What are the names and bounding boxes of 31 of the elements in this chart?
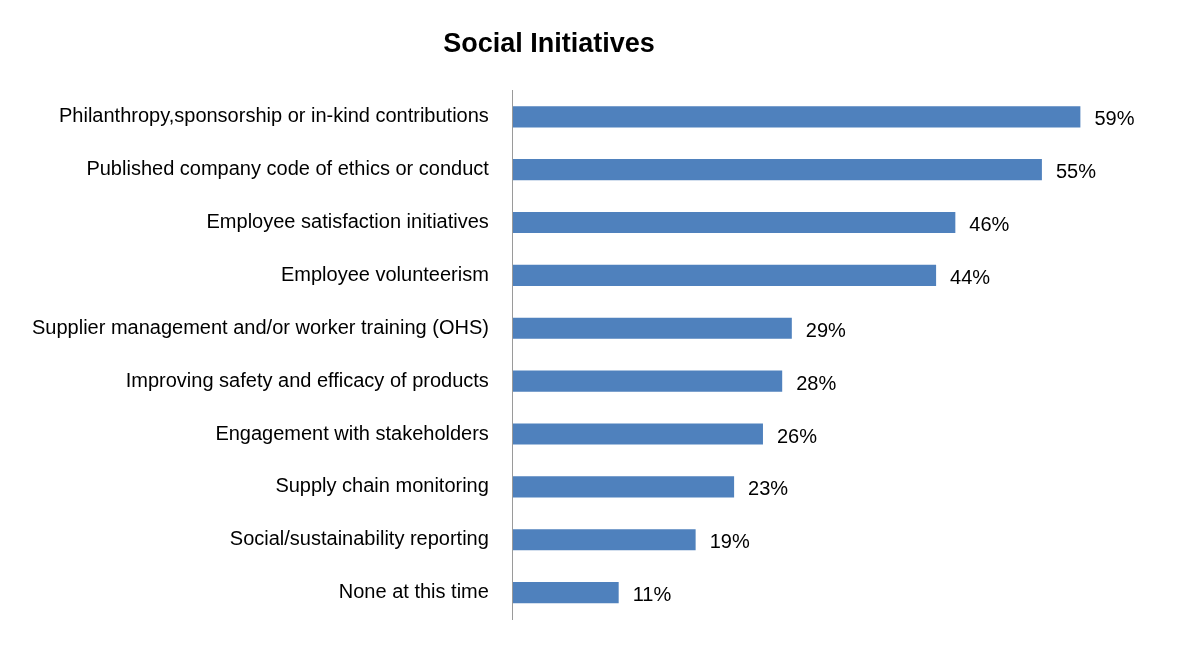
data-label: 28% [796, 371, 837, 394]
data-label: 23% [748, 477, 789, 500]
data-label: 59% [1094, 107, 1135, 130]
y-tick-label: Social/sustainability reporting [229, 527, 489, 550]
y-tick-label: Philanthropy,sponsorship or in-kind contributions [59, 104, 489, 127]
y-tick-label: Supplier management and/or worker training (OHS) [32, 315, 489, 338]
data-label: 11% [632, 583, 672, 606]
bar [512, 582, 619, 604]
data-label: 29% [805, 318, 847, 341]
bar [512, 370, 783, 392]
y-tick-label: Published company code of ethics or conduct [86, 157, 490, 180]
data-label: 44% [950, 265, 991, 288]
y-tick-label: Improving safety and efficacy of products [125, 368, 489, 391]
data-label: 46% [969, 213, 1010, 236]
bar [512, 529, 696, 551]
y-tick-label: Employee satisfaction initiatives [206, 210, 489, 233]
bar [512, 159, 1042, 181]
data-label: 55% [1055, 160, 1097, 183]
chart-title: Social Initiatives [443, 27, 655, 58]
y-tick-label: Employee volunteerism [281, 262, 489, 285]
bar [512, 211, 956, 234]
data-label: 19% [709, 530, 750, 553]
data-label: 26% [776, 424, 818, 447]
y-tick-label: Supply chain monitoring [275, 474, 489, 497]
y-tick-label: Engagement with stakeholders [215, 421, 489, 444]
bar [512, 106, 1081, 128]
bar [512, 423, 763, 445]
bar [512, 476, 735, 498]
y-tick-label: None at this time [338, 580, 489, 603]
bar [512, 317, 792, 339]
bar [512, 264, 937, 286]
